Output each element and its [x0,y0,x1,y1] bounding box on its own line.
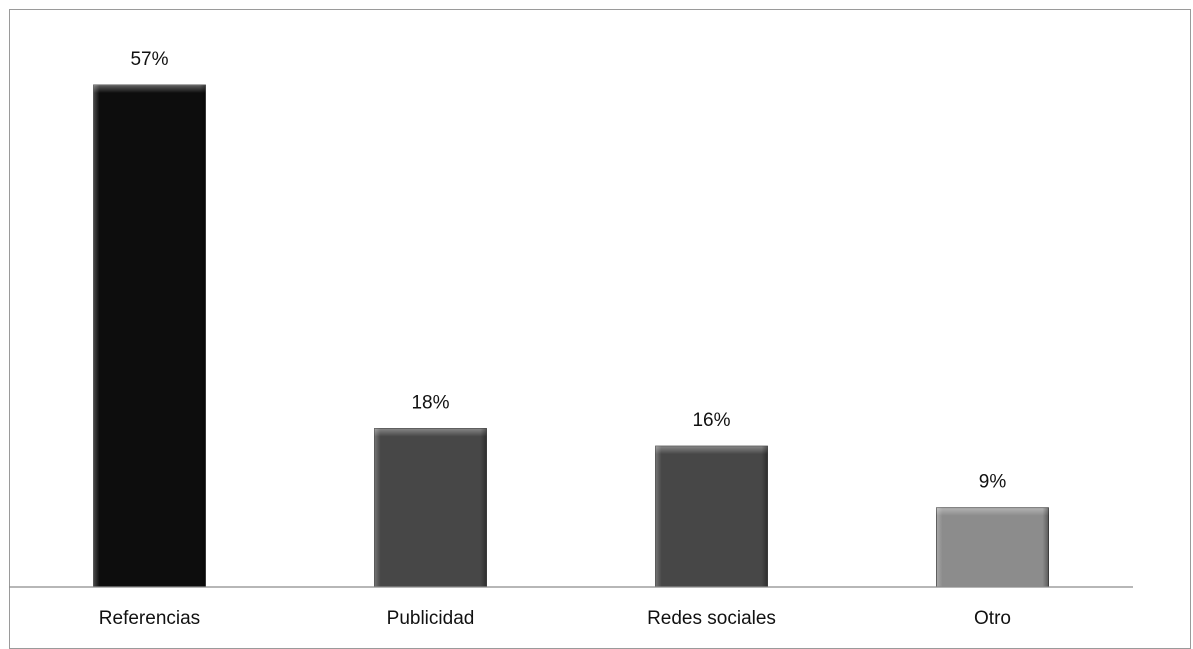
value-label: 16% [692,410,730,431]
bar-publicidad [374,428,487,588]
bar-referencias [93,84,206,588]
value-label: 9% [979,472,1007,493]
bar-otro [936,507,1049,588]
value-label: 57% [130,49,168,70]
category-label: Referencias [99,608,200,629]
category-label: Otro [974,608,1011,629]
value-label: 18% [411,392,449,413]
category-label: Publicidad [387,608,475,629]
category-label: Redes sociales [647,608,776,629]
bar-redes-sociales [655,445,768,588]
